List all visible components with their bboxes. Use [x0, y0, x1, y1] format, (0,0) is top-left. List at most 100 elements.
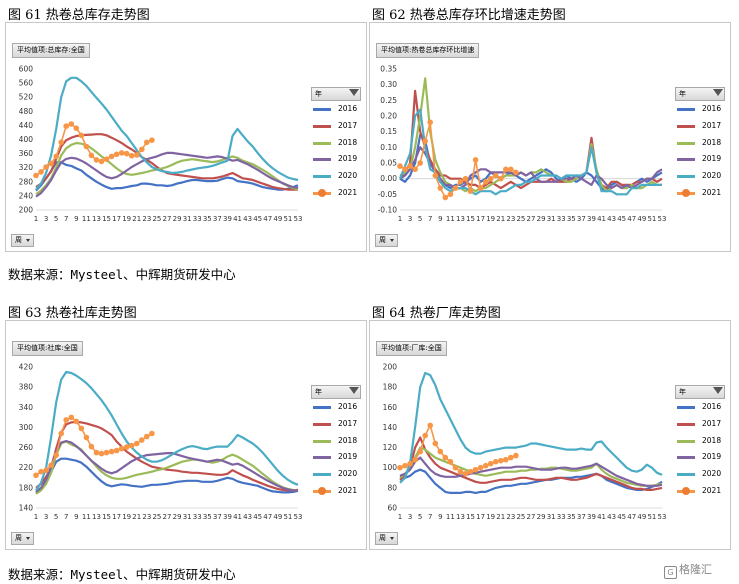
week-axis-button[interactable]: 周 — [375, 234, 398, 247]
series-line-2019 — [35, 151, 299, 198]
legend-header[interactable]: 年 — [675, 87, 725, 101]
filter-icon[interactable] — [349, 89, 359, 96]
x-tick-label: 45 — [617, 215, 626, 223]
value-field-button[interactable]: 平均值项:厂库:全国 — [376, 341, 447, 356]
x-tick-label: 13 — [92, 513, 101, 521]
legend-label: 2016 — [338, 402, 358, 411]
legend-header[interactable]: 年 — [675, 385, 725, 399]
logo-icon: G — [664, 566, 677, 579]
value-field-button[interactable]: 平均值项:热卷总库存环比增速 — [376, 43, 480, 58]
dropdown-arrow-icon — [390, 238, 394, 242]
x-tick-label: 21 — [496, 215, 505, 223]
legend-header[interactable]: 年 — [311, 87, 361, 101]
week-axis-button[interactable]: 周 — [375, 532, 398, 545]
x-tick-label: 13 — [92, 215, 101, 223]
x-tick-label: 53 — [658, 513, 667, 521]
data-point-2021 — [508, 454, 514, 461]
data-point-2021 — [144, 433, 150, 440]
legend: 年 2016 2017 2018 2019 2020 2021 — [311, 87, 361, 202]
x-tick-label: 51 — [647, 215, 656, 223]
legend-label: 2020 — [338, 171, 358, 181]
x-tick-label: 5 — [54, 513, 58, 521]
y-tick-label: 100 — [383, 463, 398, 472]
legend-header[interactable]: 年 — [311, 385, 361, 399]
x-tick-label: 21 — [132, 513, 141, 521]
data-point-2021 — [38, 169, 44, 175]
legend-swatch — [313, 422, 331, 426]
data-point-2021 — [417, 160, 423, 166]
data-point-2021 — [149, 137, 155, 143]
legend-swatch — [313, 158, 331, 162]
series-line-2017 — [399, 436, 663, 491]
source-note: 数据来源：Mysteel、中辉期货研发中心 — [8, 567, 236, 582]
x-tick-label: 45 — [253, 513, 262, 521]
week-axis-button[interactable]: 周 — [11, 532, 34, 545]
x-tick-label: 17 — [476, 215, 485, 223]
data-point-2021 — [467, 468, 474, 475]
x-tick-label: 5 — [54, 215, 58, 223]
x-tick-label: 29 — [537, 513, 546, 521]
x-tick-label: 1 — [34, 215, 38, 223]
x-tick-label: 41 — [597, 513, 606, 521]
legend-item: 2020 — [311, 466, 361, 483]
legend-swatch — [313, 141, 331, 145]
data-point-2021 — [397, 163, 403, 169]
series-line-2020 — [35, 76, 299, 191]
legend-title: 年 — [679, 388, 686, 396]
filter-icon[interactable] — [713, 89, 723, 96]
y-tick-label: 160 — [383, 403, 398, 412]
data-point-2021 — [33, 172, 39, 179]
x-tick-label: 35 — [203, 215, 212, 223]
x-tick-label: 29 — [173, 215, 182, 223]
legend-swatch — [677, 141, 695, 145]
x-tick-label: 29 — [537, 215, 546, 223]
y-tick-label: 380 — [19, 383, 34, 392]
legend-swatch — [677, 439, 695, 443]
filter-icon[interactable] — [713, 387, 723, 394]
legend-item: 2016 — [311, 101, 361, 118]
x-tick-label: 15 — [102, 215, 111, 223]
legend-swatch — [313, 406, 331, 409]
data-point-2021 — [422, 432, 428, 439]
y-tick-label: 520 — [19, 93, 34, 102]
x-tick-label: 19 — [486, 513, 495, 521]
data-point-2021 — [43, 164, 49, 170]
data-point-2021 — [452, 464, 459, 471]
legend-label: 2021 — [702, 485, 722, 495]
x-tick-label: 43 — [607, 215, 616, 223]
data-point-2021 — [412, 166, 418, 173]
x-tick-label: 49 — [273, 215, 282, 223]
data-point-2021 — [472, 157, 479, 163]
filter-icon[interactable] — [349, 387, 359, 394]
x-tick-label: 49 — [273, 513, 282, 521]
legend-item: 2017 — [311, 416, 361, 433]
x-tick-label: 13 — [456, 215, 465, 223]
source-note: 数据来源：Mysteel、中辉期货研发中心 — [8, 267, 236, 282]
series-line-2018 — [399, 446, 663, 487]
data-point-2021 — [68, 414, 75, 421]
x-tick-label: 35 — [567, 215, 576, 223]
y-tick-label: 0.25 — [380, 96, 397, 105]
x-tick-label: 43 — [243, 215, 252, 223]
week-axis-button[interactable]: 周 — [11, 234, 34, 247]
y-tick-label: 340 — [19, 403, 34, 412]
data-point-2021 — [477, 185, 484, 191]
x-tick-label: 33 — [193, 215, 202, 223]
value-field-button[interactable]: 平均值项:社库:全国 — [12, 341, 83, 356]
legend-label: 2021 — [338, 485, 358, 495]
axis-field-label: 周 — [379, 236, 386, 244]
x-tick-label: 11 — [446, 513, 455, 521]
legend-label: 2018 — [338, 137, 358, 147]
data-point-2021 — [482, 462, 489, 469]
x-tick-label: 45 — [617, 513, 626, 521]
legend-label: 2019 — [338, 452, 358, 462]
data-point-2021 — [402, 462, 408, 469]
figure-caption: 图 64 热卷厂库走势图 — [372, 306, 501, 321]
value-field-button[interactable]: 平均值项:总库存:全国 — [12, 43, 90, 58]
legend-label: 2019 — [338, 154, 358, 164]
data-point-2021 — [498, 457, 504, 464]
x-tick-label: 21 — [132, 215, 141, 223]
data-point-2021 — [139, 146, 145, 153]
x-tick-label: 7 — [428, 513, 432, 521]
series-line-2020 — [35, 370, 299, 492]
